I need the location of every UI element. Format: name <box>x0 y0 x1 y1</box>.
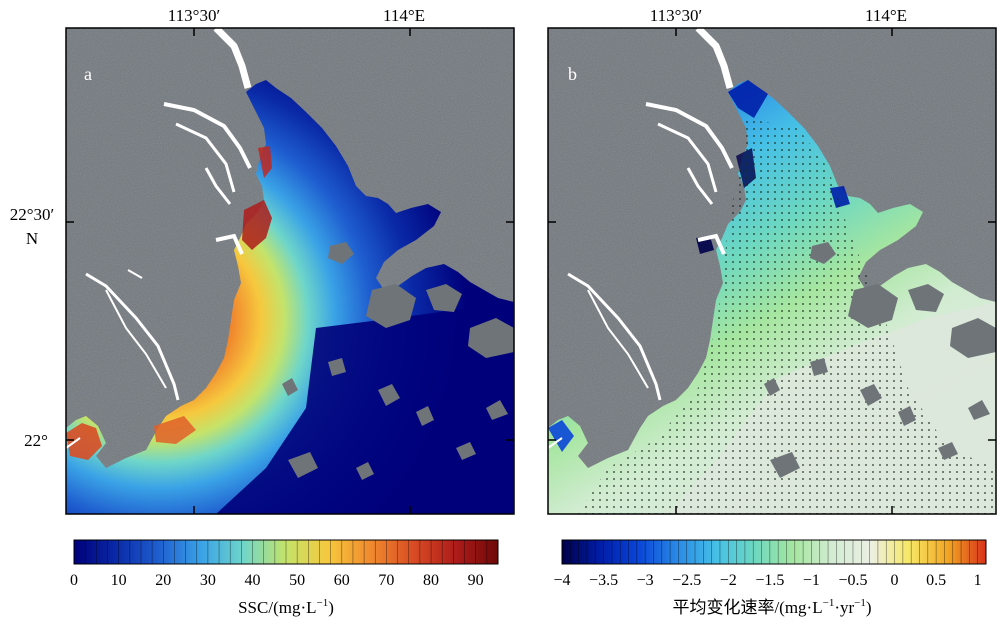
colorbar-tick-label: −3.5 <box>589 572 618 589</box>
colorbar-b-title: 平均变化速率/(mg·L−1·yr−1) <box>672 597 871 617</box>
colorbar-tick-label: −2.5 <box>672 572 701 589</box>
colorbar-tick-label: −3 <box>637 572 654 589</box>
colorbar-tick-label: 0 <box>891 572 899 589</box>
colorbar-tick-label: −0.5 <box>838 572 867 589</box>
panel-a-ssc-map <box>65 25 514 514</box>
colorbar-tick-label: 0 <box>70 572 78 589</box>
panel-b-lon-tick-2: 114°E <box>865 6 907 25</box>
significance-stipple <box>578 118 996 514</box>
colorbar-tick-label: 10 <box>111 572 127 589</box>
lat-tick-1: 22°30′ <box>10 205 55 224</box>
colorbar-tick-label: 40 <box>245 572 261 589</box>
panel-a-label: a <box>84 64 92 84</box>
colorbar-tick-label: −4 <box>553 572 570 589</box>
colorbar-a: 0 10 20 30 40 50 60 70 80 90 <box>70 539 499 589</box>
river-network <box>65 25 252 449</box>
island <box>426 284 462 312</box>
panel-b-label: b <box>568 64 577 84</box>
colorbar-tick-label: 90 <box>468 572 484 589</box>
colorbar-tick-label: −1.5 <box>755 572 784 589</box>
colorbar-tick-label: −2 <box>720 572 737 589</box>
colorbar-tick-label: −1 <box>803 572 820 589</box>
island <box>366 284 416 328</box>
colorbar-tick-label: 80 <box>423 572 439 589</box>
colorbar-tick-label: 70 <box>378 572 394 589</box>
island <box>468 318 514 358</box>
panel-a-lon-tick-1: 113°30′ <box>168 6 220 25</box>
colorbar-tick-label: 50 <box>289 572 305 589</box>
colorbar-tick-label: 20 <box>155 572 171 589</box>
island <box>328 242 354 264</box>
panel-a-frame <box>65 27 515 515</box>
lat-tick-2: 22° <box>24 431 48 450</box>
colorbar-tick-label: 30 <box>200 572 216 589</box>
colorbar-a-title: SSC/(mg·L−1) <box>238 597 334 617</box>
panel-a-lon-tick-2: 114°E <box>383 6 425 25</box>
colorbar-tick-label: 1 <box>974 572 982 589</box>
panel-b-rate-map <box>547 25 996 514</box>
colorbar-tick-label: 0.5 <box>926 572 946 589</box>
panel-b-lon-tick-1: 113°30′ <box>650 6 702 25</box>
colorbar-tick-label: 60 <box>334 572 350 589</box>
panel-b-frame <box>547 27 997 515</box>
river-network <box>547 25 734 449</box>
colorbar-b: −4 −3.5 −3 −2.5 −2 −1.5 −1 −0.5 0 0.5 1 <box>553 539 987 589</box>
lat-tick-n: N <box>26 229 38 248</box>
